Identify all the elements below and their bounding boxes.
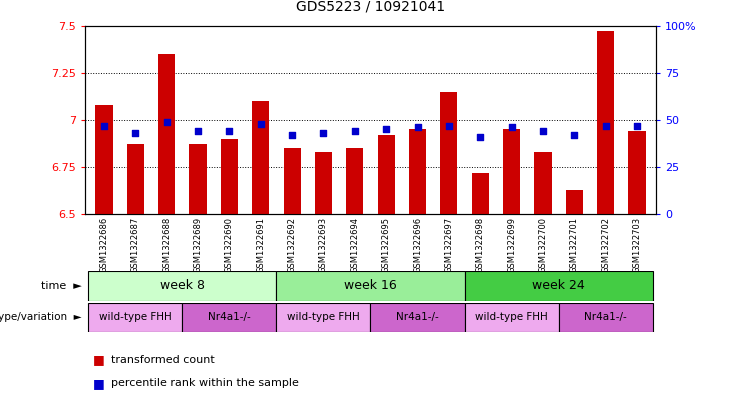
Text: percentile rank within the sample: percentile rank within the sample bbox=[111, 378, 299, 388]
Point bbox=[443, 122, 455, 129]
Bar bbox=[158, 54, 176, 214]
Point bbox=[349, 128, 361, 134]
Bar bbox=[96, 105, 113, 214]
Point bbox=[161, 119, 173, 125]
Point bbox=[411, 124, 423, 130]
Bar bbox=[534, 152, 551, 214]
Text: wild-type FHH: wild-type FHH bbox=[287, 312, 360, 322]
Bar bbox=[440, 92, 457, 214]
Bar bbox=[370, 303, 465, 332]
Bar bbox=[190, 144, 207, 214]
Bar bbox=[346, 148, 363, 214]
Bar bbox=[276, 271, 465, 301]
Bar bbox=[276, 303, 370, 332]
Text: time  ►: time ► bbox=[41, 281, 82, 291]
Bar bbox=[221, 139, 238, 214]
Text: Nr4a1-/-: Nr4a1-/- bbox=[584, 312, 627, 322]
Bar bbox=[182, 303, 276, 332]
Bar bbox=[127, 144, 144, 214]
Bar bbox=[88, 271, 276, 301]
Bar bbox=[565, 190, 583, 214]
Point bbox=[192, 128, 204, 134]
Point bbox=[537, 128, 549, 134]
Text: Nr4a1-/-: Nr4a1-/- bbox=[396, 312, 439, 322]
Bar bbox=[471, 173, 489, 214]
Text: genotype/variation  ►: genotype/variation ► bbox=[0, 312, 82, 322]
Text: week 16: week 16 bbox=[344, 279, 397, 292]
Point bbox=[98, 122, 110, 129]
Bar bbox=[252, 101, 270, 214]
Point bbox=[224, 128, 236, 134]
Bar bbox=[465, 271, 653, 301]
Point bbox=[380, 126, 392, 132]
Text: wild-type FHH: wild-type FHH bbox=[99, 312, 172, 322]
Bar bbox=[284, 148, 301, 214]
Text: wild-type FHH: wild-type FHH bbox=[475, 312, 548, 322]
Point bbox=[130, 130, 142, 136]
Text: transformed count: transformed count bbox=[111, 354, 215, 365]
Bar bbox=[559, 303, 653, 332]
Bar bbox=[88, 303, 182, 332]
Text: week 8: week 8 bbox=[160, 279, 205, 292]
Text: GDS5223 / 10921041: GDS5223 / 10921041 bbox=[296, 0, 445, 14]
Text: week 24: week 24 bbox=[532, 279, 585, 292]
Bar bbox=[315, 152, 332, 214]
Point bbox=[599, 122, 611, 129]
Point bbox=[474, 134, 486, 140]
Text: Nr4a1-/-: Nr4a1-/- bbox=[208, 312, 250, 322]
Text: ■: ■ bbox=[93, 376, 104, 390]
Bar bbox=[628, 131, 645, 214]
Bar bbox=[597, 31, 614, 214]
Bar bbox=[409, 129, 426, 214]
Bar bbox=[503, 129, 520, 214]
Point bbox=[505, 124, 517, 130]
Text: ■: ■ bbox=[93, 353, 104, 366]
Point bbox=[568, 132, 580, 138]
Point bbox=[255, 121, 267, 127]
Point bbox=[318, 130, 330, 136]
Point bbox=[286, 132, 298, 138]
Point bbox=[631, 122, 643, 129]
Bar bbox=[465, 303, 559, 332]
Bar bbox=[378, 135, 395, 214]
